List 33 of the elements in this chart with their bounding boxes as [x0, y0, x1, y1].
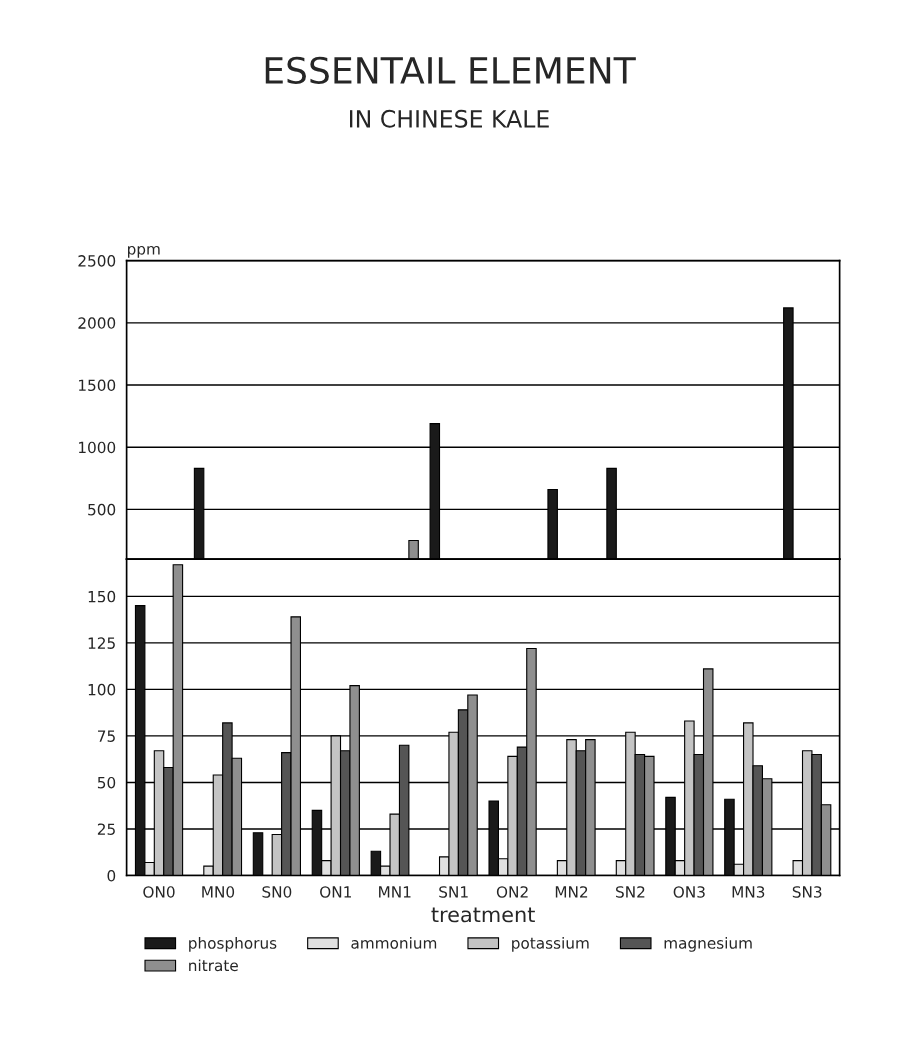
y-tick-label: 150 [88, 590, 116, 603]
y-tick-label: 1500 [79, 379, 116, 392]
chart-title: ESSENTAIL ELEMENT [265, 56, 636, 85]
y-tick-label: 100 [88, 683, 116, 696]
y-tick-label: 50 [97, 776, 116, 789]
y-tick-label: 2500 [78, 255, 116, 267]
y-tick-label: 75 [98, 730, 115, 742]
legend-label: nitrate [189, 959, 238, 972]
x-tick-label: ON3 [673, 886, 705, 898]
y-tick-label: 125 [88, 637, 115, 649]
x-tick-label: ON2 [496, 886, 528, 898]
x-tick-label: ON0 [143, 886, 175, 898]
x-tick-label: SN1 [439, 886, 468, 898]
y-tick-label: 1000 [79, 441, 116, 454]
y-tick-label: 0 [107, 869, 116, 882]
x-tick-label: MN1 [379, 886, 411, 898]
chart-subtitle: IN CHINESE KALE [350, 109, 549, 128]
y-tick-label: 25 [97, 823, 115, 835]
legend-label: potassium [512, 936, 589, 952]
x-tick-label: SN2 [616, 886, 645, 898]
legend-label: magnesium [664, 936, 752, 952]
y-tick-label: 2000 [78, 317, 116, 329]
y-tick-label: 500 [88, 503, 116, 516]
legend-label: phosphorus [189, 936, 277, 952]
x-tick-label: MN3 [732, 886, 765, 898]
x-tick-label: SN0 [262, 886, 292, 898]
x-tick-label: MN0 [202, 886, 235, 898]
y-axis-title: ppm [128, 245, 160, 258]
x-tick-label: MN2 [555, 886, 588, 898]
x-axis-title: treatment [431, 907, 535, 923]
x-tick-label: SN3 [792, 886, 822, 898]
legend-label: ammonium [351, 936, 437, 949]
x-tick-label: ON1 [320, 886, 351, 898]
